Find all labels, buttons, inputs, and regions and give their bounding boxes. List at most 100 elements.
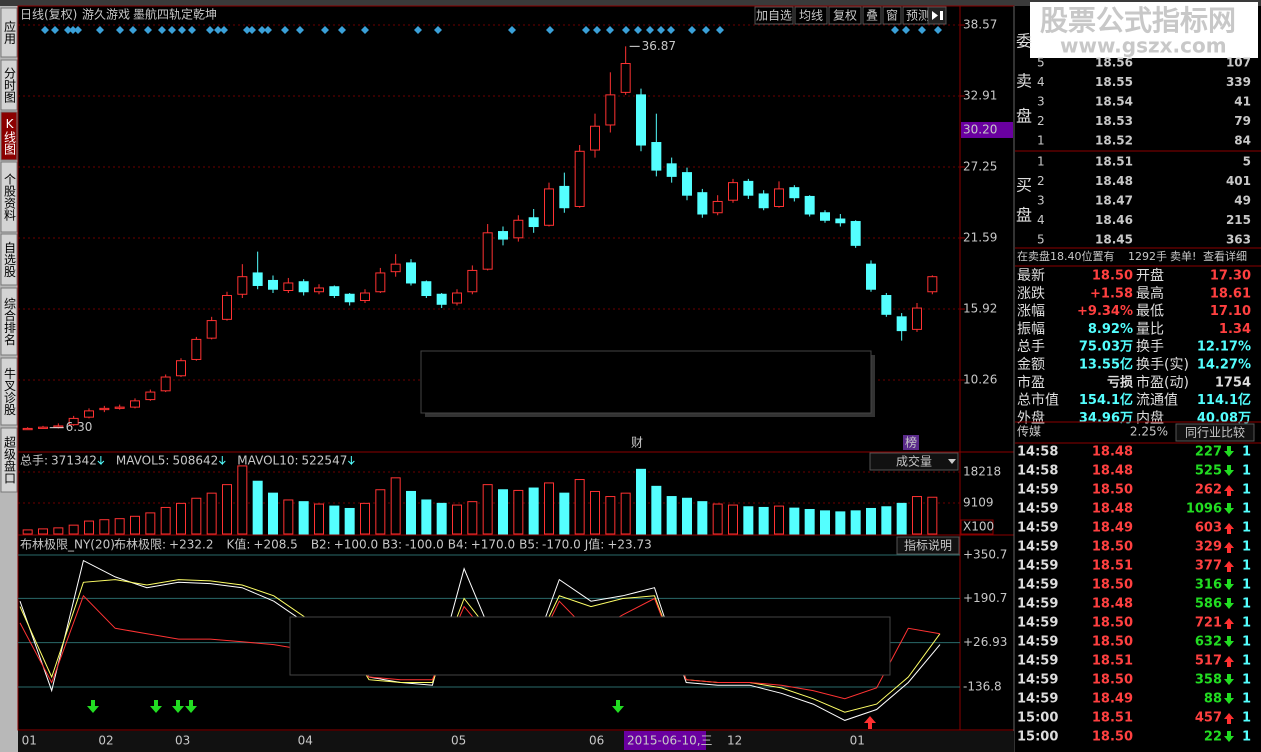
candle-body [176,360,186,377]
readout-label: 布林极限: [114,538,166,552]
readout-value: +232.2 [169,538,213,552]
x-tick-label: 01 [22,734,37,748]
side-label: 卖 [1016,72,1032,91]
toolbar-button[interactable] [794,6,828,25]
book-volume: 84 [1234,134,1251,148]
marker-diamond [51,26,59,34]
tab[interactable] [0,161,18,233]
tick-count: 1 [1242,673,1251,688]
readout-label: B4: [448,538,468,552]
volume-bar [344,507,355,535]
tick-price: 18.50 [1092,540,1133,555]
marker-diamond [281,26,289,34]
book-level: 5 [1037,233,1045,247]
tab[interactable] [0,287,18,356]
stat-value: 34.96万 [1079,411,1133,426]
tick-time: 14:59 [1017,635,1058,650]
stat-label: 金额 [1017,357,1045,373]
notice-link[interactable]: 查看详细 [1203,249,1247,263]
toolbar-button-label: 均线 [799,9,823,23]
unit-label: X100 [963,520,994,534]
stat-value: 13.55亿 [1079,357,1133,373]
volume-bar [237,465,248,535]
stat-label: 流通值 [1136,393,1178,409]
marker-diamond [243,26,251,34]
candle-body [590,125,600,151]
toolbar-button[interactable] [754,6,794,25]
book-level: 5 [1037,56,1045,70]
marker-diamond [258,26,266,34]
volume-bar [114,518,125,535]
tab[interactable] [0,111,18,161]
book-price: 18.45 [1095,233,1133,247]
volume-bar [866,507,876,535]
marker-diamond [158,26,166,34]
chart-mode: 日线(复权) [20,8,77,22]
marker-diamond [934,26,942,34]
candle-body [697,192,708,215]
tick-volume: 329 [1195,540,1222,555]
tick-price: 18.48 [1092,597,1133,612]
toolbar-button[interactable] [828,6,862,25]
book-price: 18.52 [1095,134,1133,148]
notice-alert: 卖单! [1170,250,1196,263]
candle-body [712,200,723,214]
marker-diamond [702,26,710,34]
volume-bar [697,501,708,535]
tab[interactable] [0,233,18,286]
tick-time: 14:59 [1017,540,1058,555]
watermark-title: 股票公式指标网 [1040,4,1236,37]
tick-arrow [1224,561,1234,572]
tab[interactable] [0,427,18,493]
volume-bar [820,510,830,535]
tick-volume: 586 [1195,597,1222,612]
book-volume: 215 [1226,213,1251,227]
book-volume: 41 [1234,95,1251,109]
tab-label: K线图 [3,117,17,155]
stat-value: 154.1亿 [1079,392,1133,408]
marker-diamond [582,26,590,34]
tick-price: 18.51 [1092,711,1133,726]
tab[interactable] [0,59,18,111]
tab[interactable] [0,7,18,58]
stat-label: 总手 [1017,339,1045,355]
tick-time: 14:59 [1017,616,1058,631]
y-tick-label: -136.8 [963,680,1002,694]
tick-arrow [1224,636,1234,647]
marker-diamond [129,26,137,34]
tab[interactable] [0,357,18,426]
volume-bar [651,485,662,535]
panel-button[interactable] [869,452,959,471]
marker-diamond [144,26,152,34]
sector-button[interactable] [1175,423,1255,442]
marker-diamond [622,26,630,34]
volume-bar [145,512,156,535]
volume-bar [22,529,33,535]
tick-arrow [1224,465,1234,476]
y-tick-label: 21.59 [963,230,997,244]
tick-time: 14:59 [1017,521,1058,536]
candle-body [498,231,508,240]
book-level: 4 [1037,75,1045,89]
tab-label: 自选股 [3,241,17,278]
signal-arrow [185,700,197,713]
marker-diamond [657,26,665,34]
toolbar-button[interactable] [862,6,882,25]
stat-value: 17.30 [1210,269,1251,284]
volume-bar [590,490,600,535]
x-tick-label: 02 [98,734,113,748]
readout-value: 522547 [302,454,348,468]
stat-label: 最高 [1136,285,1164,302]
panel-button[interactable] [896,536,960,555]
tick-price: 18.49 [1092,692,1133,707]
popup-box [289,616,891,676]
book-price: 18.53 [1095,114,1133,128]
tick-volume: 517 [1195,654,1222,669]
tick-time: 15:00 [1017,730,1058,745]
stat-label: 市盈(动) [1136,374,1189,391]
tick-time: 14:59 [1017,597,1058,612]
formula-name: 墨航四轨定乾坤 [133,7,217,22]
marker-diamond [41,26,49,34]
toolbar-button[interactable] [882,6,902,25]
tick-volume: 377 [1195,559,1222,574]
